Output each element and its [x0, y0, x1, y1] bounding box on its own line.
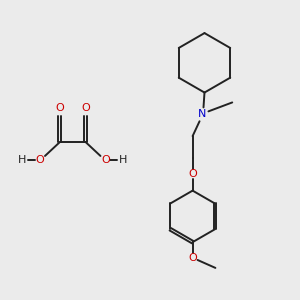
- Text: O: O: [81, 103, 90, 113]
- Text: H: H: [18, 155, 26, 165]
- Text: N: N: [198, 109, 207, 119]
- Text: O: O: [56, 103, 64, 113]
- Text: O: O: [188, 253, 197, 263]
- Text: O: O: [188, 169, 197, 179]
- Text: O: O: [36, 155, 44, 165]
- Text: H: H: [119, 155, 128, 165]
- Text: O: O: [101, 155, 110, 165]
